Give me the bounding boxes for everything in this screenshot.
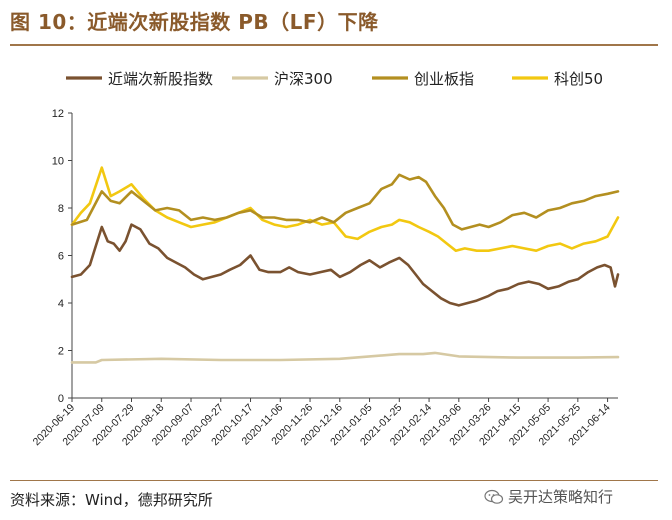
series-line [70, 223, 620, 307]
y-tick-label: 10 [52, 156, 64, 168]
legend-label: 创业板指 [414, 70, 474, 88]
footer-divider [10, 480, 658, 481]
chart-legend: 近端次新股指数 沪深300 创业板指 科创50 [66, 70, 603, 88]
watermark-text: 吴开达策略知行 [508, 488, 614, 506]
series-line [70, 351, 620, 364]
legend-label: 近端次新股指数 [108, 70, 213, 88]
y-tick-label: 2 [58, 346, 64, 358]
title-divider [10, 44, 658, 46]
series-line [70, 166, 620, 252]
chart-series [70, 166, 620, 364]
legend-label: 科创50 [554, 70, 603, 88]
y-tick-label: 4 [58, 298, 64, 310]
series-line [70, 173, 620, 231]
y-tick-label: 6 [58, 251, 64, 263]
y-tick-label: 12 [52, 108, 64, 120]
chart-title: 图 10：近端次新股指数 PB（LF）下降 [10, 10, 379, 34]
source-note: 资料来源：Wind，德邦研究所 [10, 491, 213, 509]
y-tick-label: 0 [58, 393, 64, 405]
chart-axes: 0246810122020-06-192020-07-092020-07-292… [31, 108, 618, 448]
y-tick-label: 8 [58, 203, 64, 215]
wechat-icon [484, 489, 504, 504]
watermark: 吴开达策略知行 [484, 486, 613, 507]
legend-label: 沪深300 [274, 70, 333, 88]
